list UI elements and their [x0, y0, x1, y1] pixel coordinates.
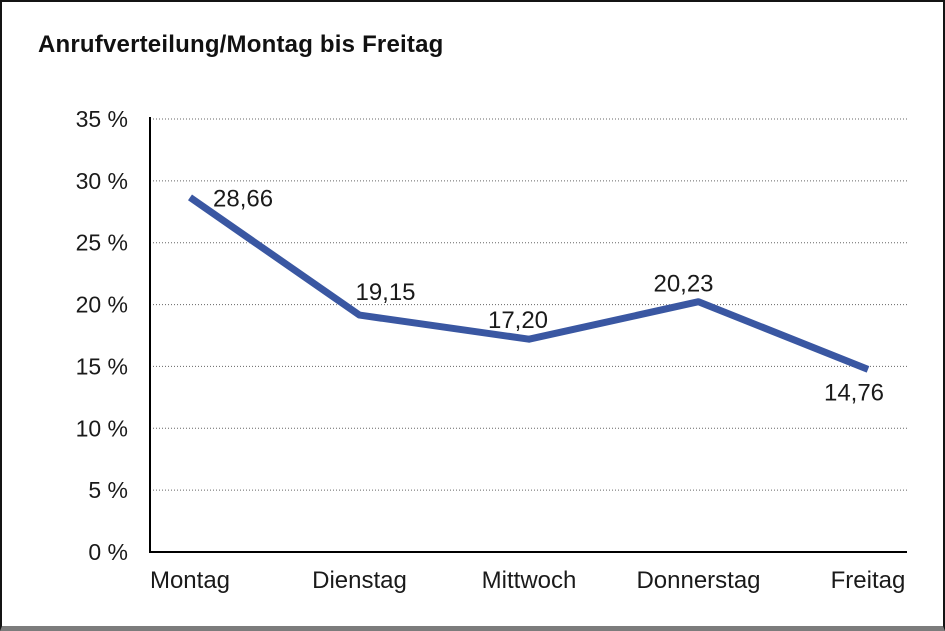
data-point-label: 20,23 [653, 271, 713, 298]
y-tick-label: 25 % [76, 230, 128, 256]
y-tick-label: 20 % [76, 292, 128, 318]
x-category-label: Dienstag [312, 567, 407, 594]
data-point-label: 14,76 [824, 379, 884, 406]
y-tick-label: 0 % [88, 539, 128, 565]
y-tick-label: 35 % [76, 106, 128, 132]
x-category-label: Mittwoch [482, 567, 577, 594]
data-line [188, 194, 870, 373]
x-category-label: Montag [150, 567, 230, 594]
data-point-label: 28,66 [213, 185, 273, 212]
y-tick-label: 15 % [76, 353, 128, 379]
y-tick-label: 5 % [88, 477, 128, 503]
data-point-label: 19,15 [355, 279, 415, 306]
data-point-label: 17,20 [488, 307, 548, 334]
y-tick-label: 30 % [76, 168, 128, 194]
x-category-label: Freitag [831, 567, 906, 594]
chart-title: Anrufverteilung/Montag bis Freitag [38, 31, 444, 58]
y-tick-label: 10 % [76, 415, 128, 441]
x-category-label: Donnerstag [636, 567, 760, 594]
